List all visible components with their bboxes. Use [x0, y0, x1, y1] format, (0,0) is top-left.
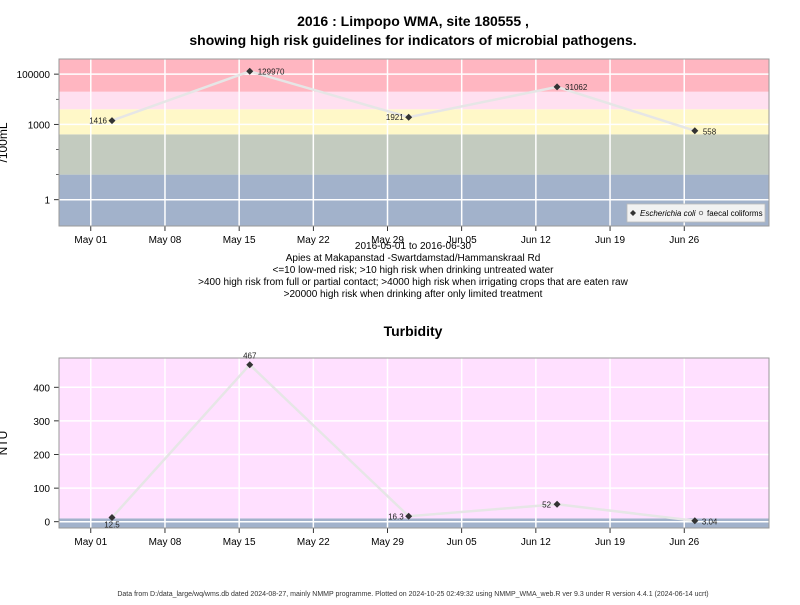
- data-point: [108, 514, 116, 522]
- x-tick-label: Jun 26: [669, 235, 699, 246]
- x-tick-label: May 08: [149, 235, 182, 246]
- legend-box: [626, 203, 766, 223]
- data-point: [553, 83, 561, 91]
- data-point: [108, 117, 116, 125]
- footer-source-note: Data from D:/data_large/wq/wms.db dated …: [117, 591, 708, 598]
- y-tick-label: 400: [33, 383, 50, 394]
- y-tick-label: 0: [44, 518, 50, 529]
- note-risk-contact: >400 high risk from full or partial cont…: [198, 277, 628, 288]
- x-tick-label: May 01: [74, 235, 107, 246]
- data-label: 558: [703, 128, 717, 137]
- note-date-range: 2016-05-01 to 2016-06-30: [355, 241, 472, 252]
- note-risk-treatment: >20000 high risk when drinking after onl…: [284, 289, 543, 300]
- x-tick-label: Jun 19: [595, 537, 625, 548]
- x-tick-label: Jun 19: [595, 235, 625, 246]
- chart-title-line1: 2016 : Limpopo WMA, site 180555 ,: [297, 13, 529, 29]
- data-point: [691, 127, 699, 135]
- pathogen-panel: May 01 May 08 May 15 May 22 May 29 Jun 05 Jun …: [0, 58, 770, 246]
- legend-marker-ecoli: [630, 210, 636, 216]
- risk-band-4: [59, 59, 769, 92]
- data-point: [553, 500, 561, 508]
- risk-band-1: [59, 134, 769, 175]
- risk-band-2: [59, 109, 769, 135]
- y-tick-label: 1000: [28, 120, 51, 131]
- plot-frame: [58, 357, 770, 529]
- legend-label-faecal: faecal coliforms: [707, 209, 763, 218]
- data-point: [246, 67, 254, 75]
- x-tick-label: May 22: [297, 537, 330, 548]
- note-risk-drinking: <=10 low-med risk; >10 high risk when dr…: [273, 265, 555, 276]
- data-point: [246, 361, 254, 369]
- x-tick-label: May 29: [371, 537, 404, 548]
- x-tick-label: May 15: [223, 537, 256, 548]
- data-label: 1416: [89, 117, 107, 126]
- x-tick-label: Jun 26: [669, 537, 699, 548]
- turbidity-title: Turbidity: [384, 323, 443, 339]
- x-tick-label: May 22: [297, 235, 330, 246]
- data-label: 3.04: [702, 518, 718, 527]
- note-site-name: Apies at Makapanstad -Swartdamstad/Hamma…: [286, 253, 541, 264]
- x-tick-label: Jun 05: [447, 235, 477, 246]
- data-label: 31062: [565, 83, 588, 92]
- x-tick-label: May 01: [74, 537, 107, 548]
- chart-title-line2: showing high risk guidelines for indicat…: [189, 32, 636, 48]
- y-tick-label: 1: [44, 196, 50, 207]
- legend: Escherichia coli faecal coliforms: [626, 203, 766, 223]
- legend-label-ecoli: Escherichia coli: [640, 209, 696, 218]
- data-label: 52: [542, 500, 551, 509]
- x-tick-label: Jun 12: [521, 537, 551, 548]
- plot-frame: [58, 58, 770, 227]
- turbidity-panel: May 01 May 08 May 15 May 22 May 29 Jun 05 Jun …: [0, 352, 770, 548]
- legend-marker-faecal: [698, 210, 704, 216]
- y-tick-label: 200: [33, 450, 50, 461]
- data-label: 1921: [386, 113, 404, 122]
- x-tick-label: May 15: [223, 235, 256, 246]
- data-point: [691, 517, 699, 525]
- y-axis-label: NTU: [0, 431, 10, 456]
- x-tick-label: May 08: [149, 537, 182, 548]
- risk-band-1: [59, 358, 769, 519]
- x-tick-label: Jun 05: [447, 537, 477, 548]
- data-label: 12.5: [104, 521, 120, 530]
- y-tick-label: 100: [33, 484, 50, 495]
- data-label: 129970: [258, 67, 285, 76]
- data-label: 16.3: [388, 512, 404, 521]
- risk-band-0: [59, 518, 769, 528]
- risk-band-3: [59, 91, 769, 110]
- data-label: 467: [243, 352, 257, 361]
- data-point: [405, 512, 413, 520]
- y-axis-label: /100mL: [0, 122, 10, 162]
- x-tick-label: May 29: [371, 235, 404, 246]
- y-tick-label: 300: [33, 417, 50, 428]
- x-tick-label: Jun 12: [521, 235, 551, 246]
- data-point: [405, 113, 413, 121]
- y-tick-label: 100000: [17, 70, 51, 81]
